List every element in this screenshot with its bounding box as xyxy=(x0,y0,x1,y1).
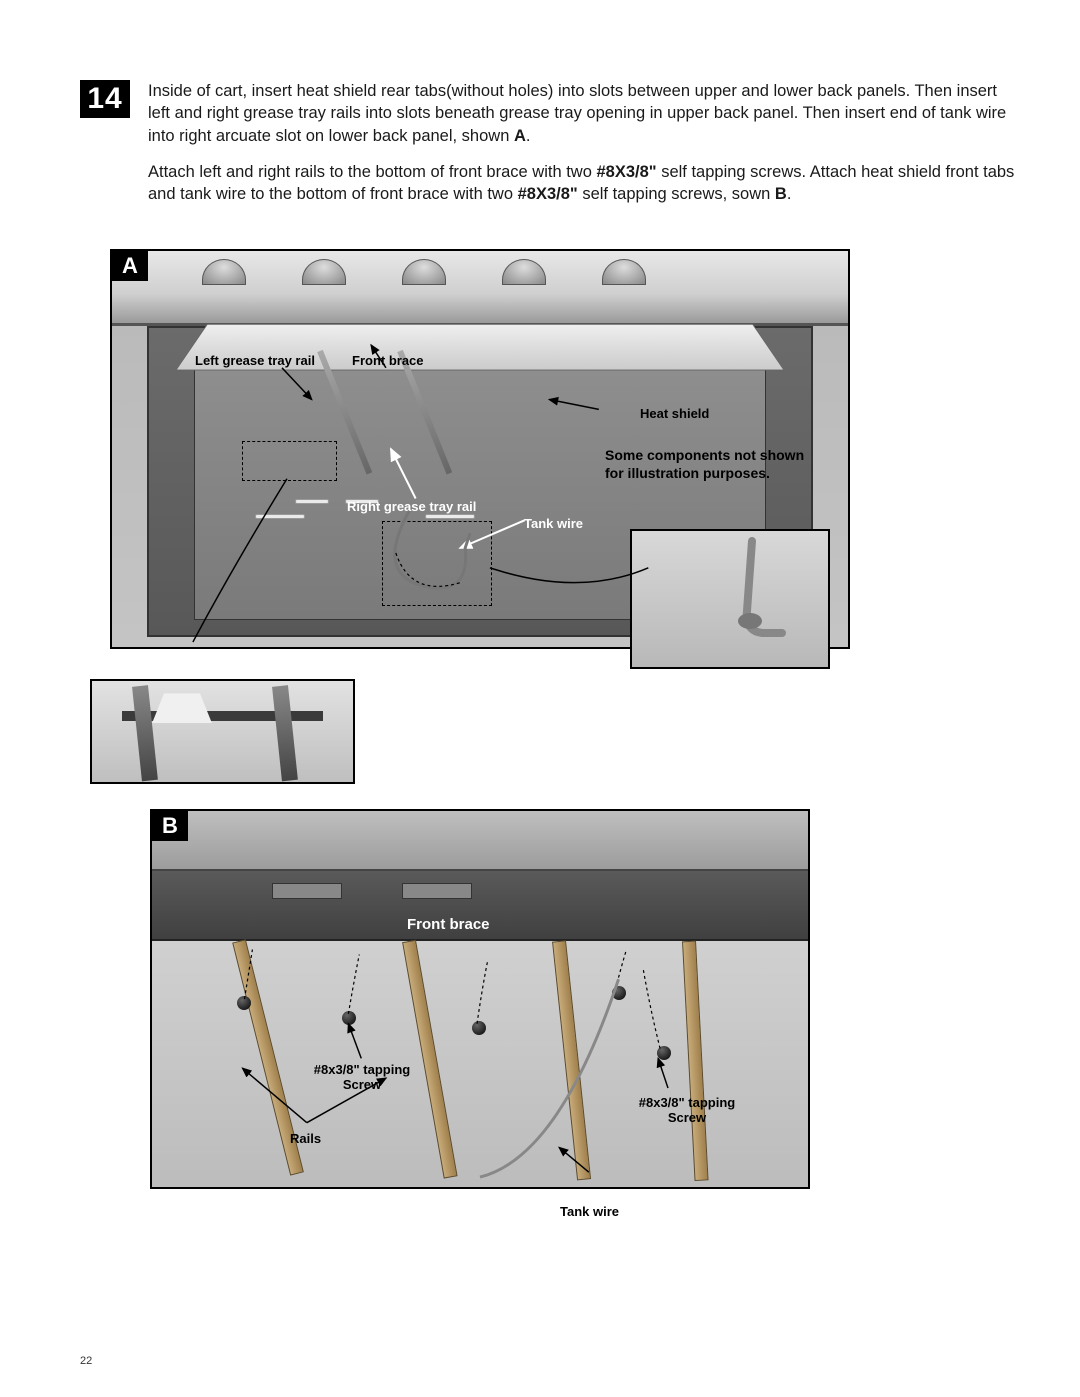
p2-screw2: #8X3/8" xyxy=(518,185,578,203)
panel-B-label: B xyxy=(152,811,188,841)
label-front-brace-B: Front brace xyxy=(407,916,490,933)
p2-screw1: #8X3/8" xyxy=(596,163,656,181)
label-rails: Rails xyxy=(290,1131,321,1146)
paragraph-2: Attach left and right rails to the botto… xyxy=(148,161,1020,206)
panel-A-label: A xyxy=(112,251,148,281)
step-number-badge: 14 xyxy=(80,80,130,118)
label-tank-wire-A: Tank wire xyxy=(524,516,583,531)
grill-top-illustration xyxy=(112,251,848,326)
label-front-brace-A: Front brace xyxy=(352,353,424,368)
diagram-panel-B: B xyxy=(150,809,810,1189)
illustration-note: Some components not shown for illustrati… xyxy=(605,447,825,482)
tankwire-hook-icon xyxy=(632,531,832,671)
label-heat-shield: Heat shield xyxy=(640,406,709,421)
p2-ref-B: B xyxy=(775,185,787,203)
page-number: 22 xyxy=(80,1355,92,1367)
paragraph-1: Inside of cart, insert heat shield rear … xyxy=(148,80,1020,147)
inset-detail-left xyxy=(90,679,355,784)
instruction-text: Inside of cart, insert heat shield rear … xyxy=(148,80,1020,219)
callout-box-left xyxy=(242,441,337,481)
label-left-grease-rail: Left grease tray rail xyxy=(195,353,315,368)
callout-box-tankwire xyxy=(382,521,492,606)
diagrams-container: A xyxy=(100,249,1000,1189)
label-tank-wire-B: Tank wire xyxy=(560,1204,619,1219)
label-right-grease-rail: Right grease tray rail xyxy=(347,499,476,514)
step-header: 14 Inside of cart, insert heat shield re… xyxy=(80,80,1020,219)
label-screw-right: #8x3/8" tapping Screw xyxy=(632,1096,742,1125)
p2-pre: Attach left and right rails to the botto… xyxy=(148,163,596,181)
p1-text: Inside of cart, insert heat shield rear … xyxy=(148,82,1006,145)
B-top-illustration xyxy=(152,811,808,871)
p2-post: self tapping screws, sown xyxy=(578,185,775,203)
inset-detail-right xyxy=(630,529,830,669)
label-screw-left: #8x3/8" tapping Screw xyxy=(307,1063,417,1092)
p1-ref-A: A xyxy=(514,127,526,145)
